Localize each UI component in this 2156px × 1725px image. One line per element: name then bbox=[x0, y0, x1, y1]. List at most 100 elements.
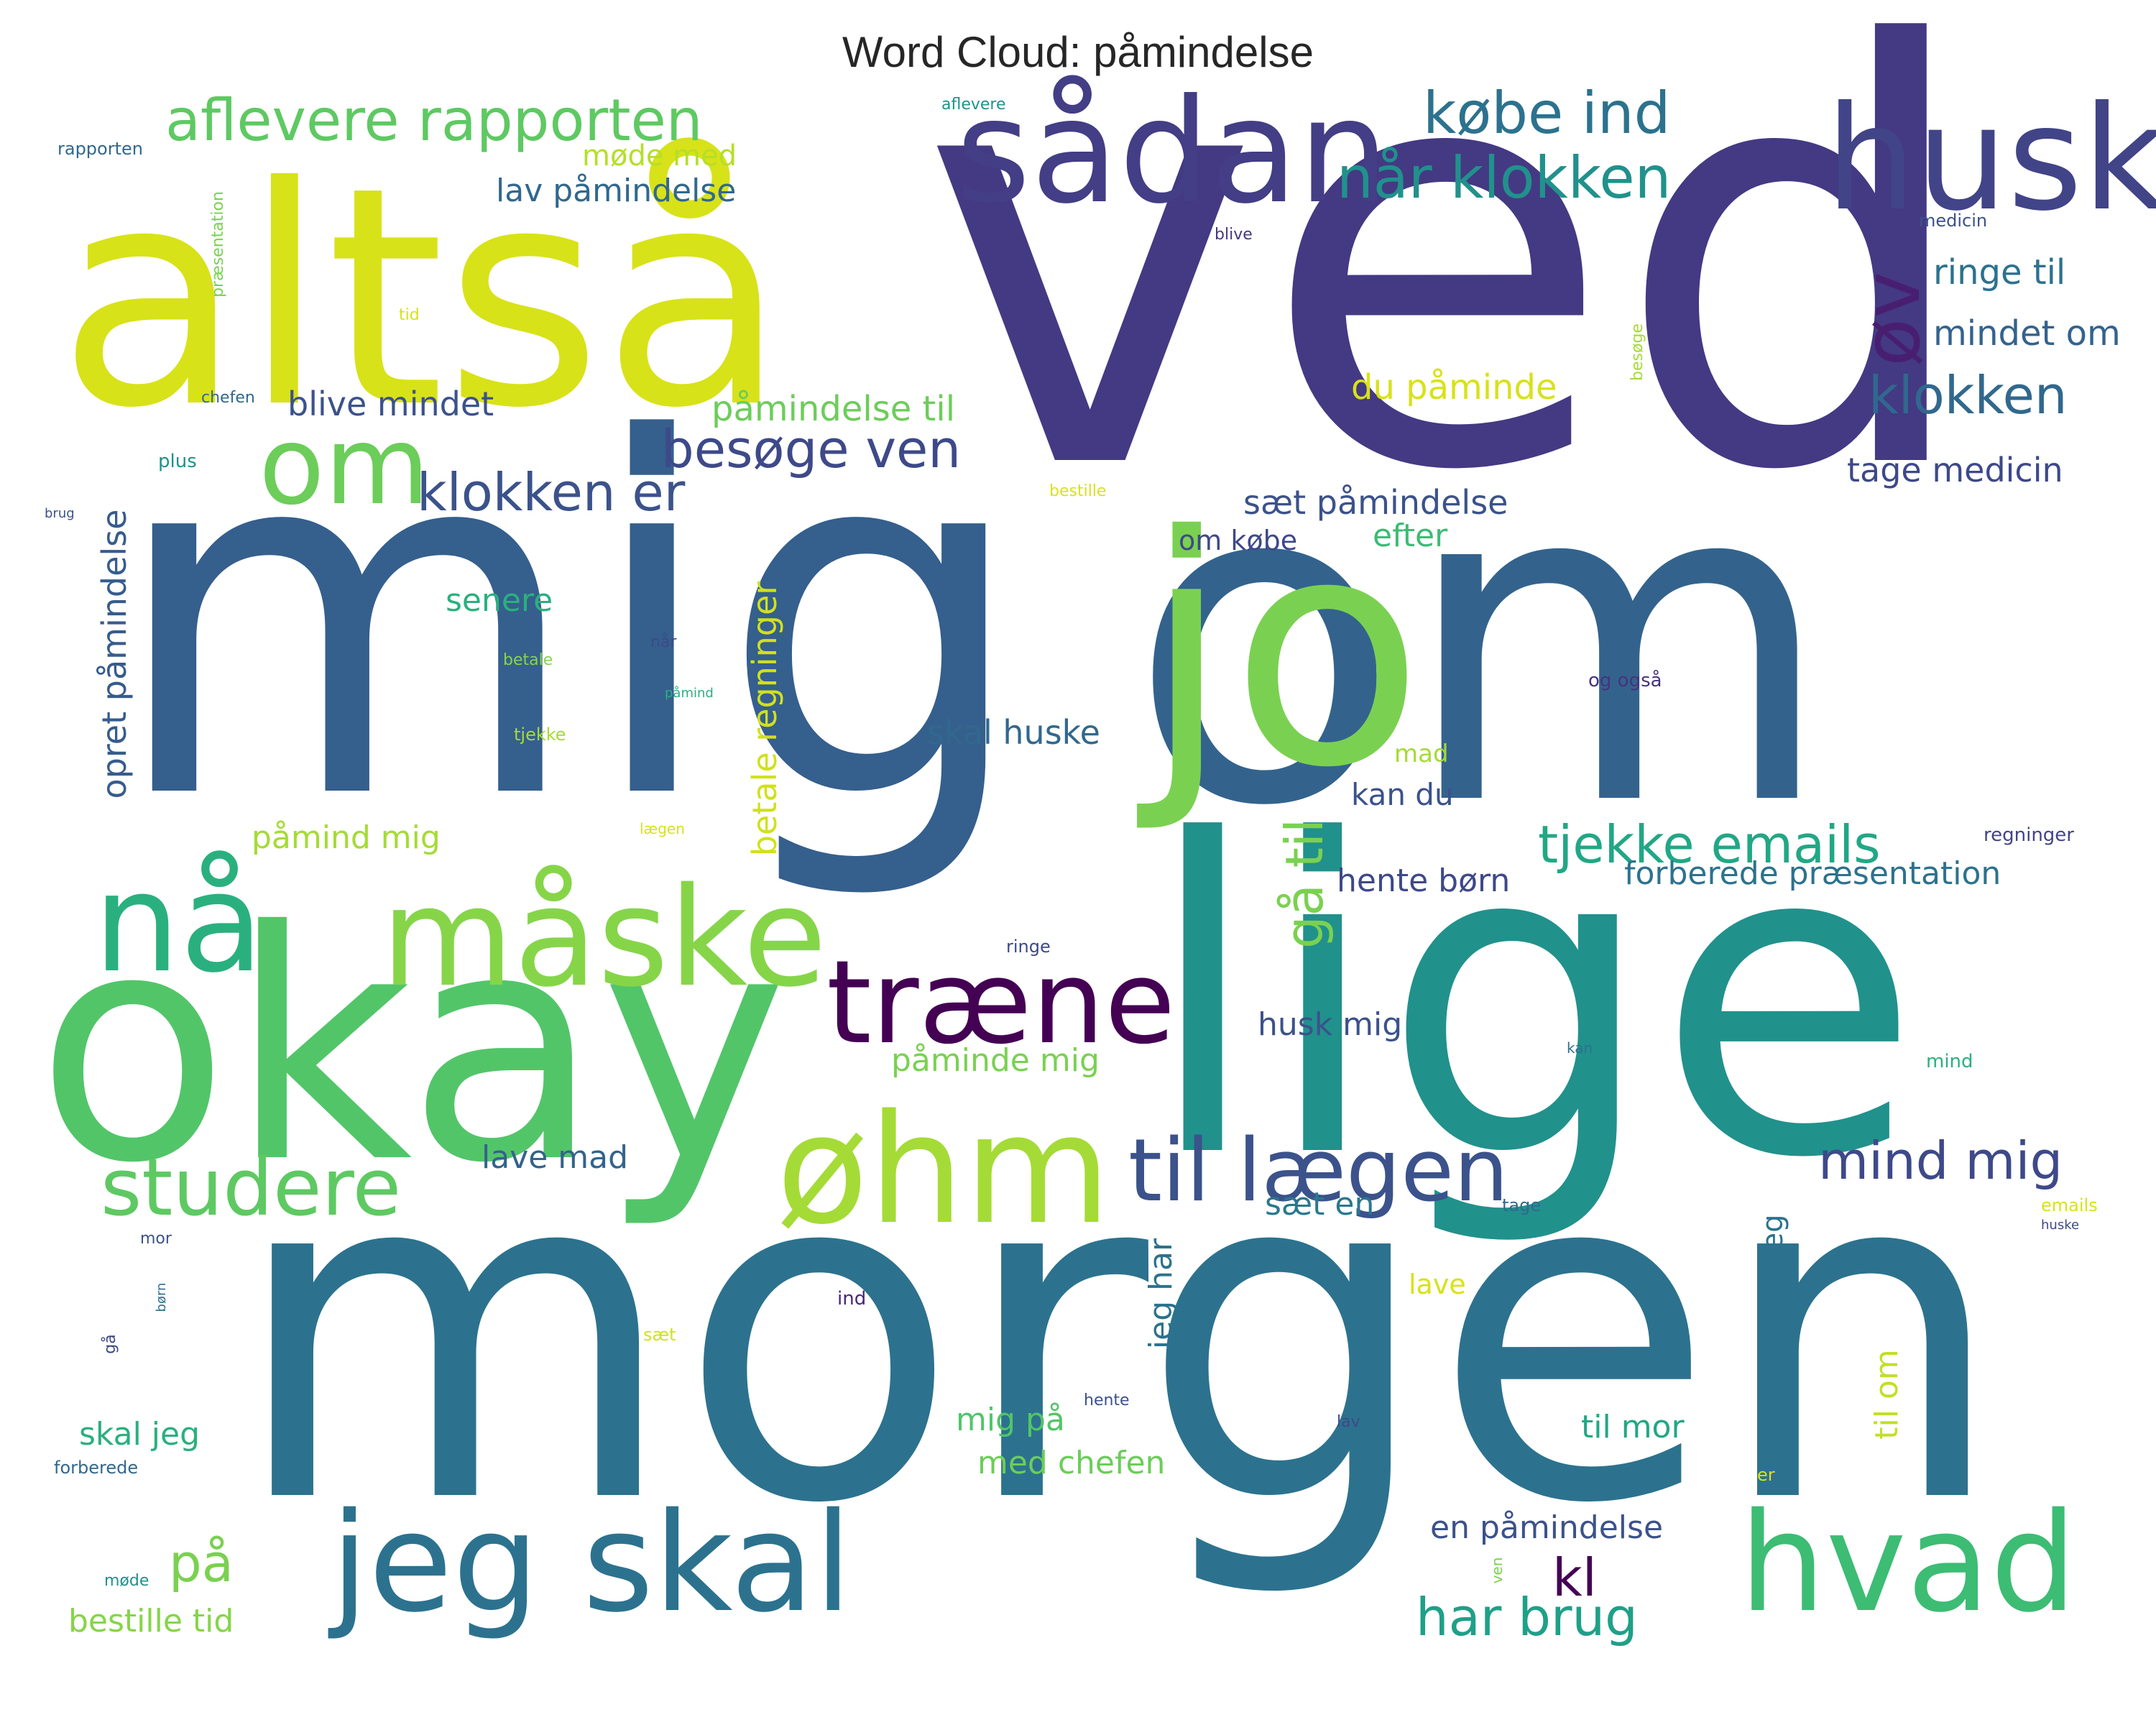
word-lægen: lægen bbox=[640, 820, 685, 837]
word-påmindelse-til: påmindelse til bbox=[711, 389, 955, 429]
word-påmind-mig: påmind mig bbox=[252, 819, 441, 856]
word-forberede-præsentation: forberede præsentation bbox=[1624, 855, 2001, 892]
word-tjekke: tjekke bbox=[514, 724, 566, 745]
word-besøge-ven: besøge ven bbox=[661, 419, 961, 479]
word-skal-huske: skal huske bbox=[927, 713, 1100, 752]
word-gå: gå bbox=[101, 1334, 119, 1353]
word-medicin: medicin bbox=[1919, 211, 1987, 231]
word-skal-jeg: skal jeg bbox=[79, 1416, 200, 1453]
word-forberede: forberede bbox=[54, 1458, 138, 1478]
chart-title: Word Cloud: påmindelse bbox=[842, 28, 1314, 76]
word-til-om: til om bbox=[1869, 1349, 1905, 1439]
word-om: om bbox=[1128, 385, 1835, 903]
word-mind-mig: mind mig bbox=[1818, 1131, 2063, 1191]
word-træne: træne bbox=[826, 935, 1175, 1070]
word-betale: betale bbox=[503, 651, 553, 669]
word-kan-du: kan du bbox=[1351, 777, 1454, 812]
word-nå: nå bbox=[93, 844, 264, 1003]
word-når: når bbox=[650, 632, 677, 651]
word-møde-med: møde med bbox=[582, 139, 737, 172]
word-ven: ven bbox=[1488, 1558, 1506, 1584]
word-opret-påmindelse: opret påmindelse bbox=[95, 510, 134, 799]
word-mig-på: mig på bbox=[956, 1402, 1065, 1438]
word-mor: mor bbox=[140, 1230, 172, 1248]
word-jeg-skal: jeg skal bbox=[328, 1484, 852, 1642]
word-om-2: om bbox=[259, 404, 430, 529]
word-brug: brug bbox=[45, 506, 75, 521]
word-har-brug: har brug bbox=[1416, 1587, 1638, 1647]
word-ind: ind bbox=[837, 1288, 866, 1310]
word-lige: lige bbox=[1143, 750, 1921, 1252]
word-plus: plus bbox=[158, 451, 197, 472]
word-på: på bbox=[169, 1533, 234, 1593]
word-købe-ind: købe ind bbox=[1423, 80, 1670, 147]
word-møde: møde bbox=[104, 1572, 149, 1590]
word-måske: måske bbox=[381, 858, 827, 1017]
word-sådan: sådan bbox=[956, 68, 1389, 236]
word-mad: mad bbox=[1394, 740, 1449, 768]
word-husk: husk bbox=[1825, 75, 2156, 243]
word-bestille-tid: bestille tid bbox=[68, 1603, 234, 1639]
word-ringe: ringe bbox=[1006, 937, 1051, 957]
word-en-påmindelse: en påmindelse bbox=[1430, 1509, 1663, 1546]
word-aflevere: aflevere bbox=[941, 96, 1006, 114]
word-regninger: regninger bbox=[1984, 824, 2074, 846]
word-om-købe: om købe bbox=[1179, 525, 1297, 556]
word-lav-påmindelse: lav påmindelse bbox=[496, 172, 736, 209]
word-studere: studere bbox=[101, 1141, 401, 1233]
word-når-klokken: når klokken bbox=[1337, 144, 1671, 211]
word-rapporten: rapporten bbox=[57, 139, 143, 159]
word-sæt-påmindelse: sæt påmindelse bbox=[1243, 483, 1508, 522]
word-sæt: sæt bbox=[643, 1325, 676, 1345]
word-husk-mig: husk mig bbox=[1258, 1006, 1402, 1043]
word-altså: altså bbox=[57, 123, 787, 474]
word-til-lægen: til lægen bbox=[1128, 1121, 1508, 1221]
word-jo: jo bbox=[1133, 469, 1424, 837]
word-du-påminde: du påminde bbox=[1351, 367, 1557, 408]
word-senere: senere bbox=[446, 582, 553, 619]
word-jeg-har: jeg har bbox=[1143, 1238, 1179, 1350]
word-sæt-en: sæt en bbox=[1265, 1186, 1374, 1223]
word-klokken: klokken bbox=[1869, 365, 2068, 426]
word-og-også: og også bbox=[1588, 669, 1662, 691]
word-okay: okay bbox=[36, 864, 788, 1232]
word-er: er bbox=[1757, 1465, 1775, 1485]
word-øhm: øhm bbox=[776, 1082, 1111, 1258]
word-chefen: chefen bbox=[201, 389, 255, 407]
word-klokken-er: klokken er bbox=[417, 462, 686, 523]
word-besøge: besøge bbox=[1628, 323, 1646, 381]
word-børn: børn bbox=[154, 1283, 169, 1312]
word-ringe-til: ringe til bbox=[1933, 252, 2065, 293]
word-påminde-mig: påminde mig bbox=[891, 1042, 1100, 1079]
word-lav: lav bbox=[1337, 1413, 1360, 1431]
word-mindet-om: mindet om bbox=[1933, 313, 2121, 354]
word-lave: lave bbox=[1409, 1269, 1466, 1300]
word-blive: blive bbox=[1215, 226, 1253, 244]
word-lave-mad: lave mad bbox=[482, 1139, 628, 1176]
word-tjekke-emails: tjekke emails bbox=[1538, 814, 1881, 875]
word-ved: ved bbox=[920, 0, 1978, 596]
word-gå-til: gå til bbox=[1274, 819, 1335, 949]
word-hvad: hvad bbox=[1739, 1484, 2077, 1642]
word-påmind: påmind bbox=[665, 686, 714, 701]
word-præsentation: præsentation bbox=[209, 191, 227, 298]
word-kl: kl bbox=[1552, 1547, 1597, 1608]
word-øv: øv bbox=[1846, 272, 1938, 367]
word-huske: huske bbox=[2041, 1218, 2079, 1233]
word-hente-børn: hente børn bbox=[1337, 862, 1510, 899]
word-emails: emails bbox=[2041, 1195, 2098, 1215]
word-mind: mind bbox=[1926, 1051, 1973, 1072]
word-til-mor: til mor bbox=[1581, 1409, 1685, 1445]
word-blive-mindet: blive mindet bbox=[287, 385, 494, 423]
word-hente: hente bbox=[1084, 1392, 1130, 1409]
word-tid: tid bbox=[399, 306, 420, 324]
word-aflevere-rapporten: aflevere rapporten bbox=[165, 87, 703, 154]
word-tage: tage bbox=[1502, 1195, 1541, 1215]
word-bestille: bestille bbox=[1049, 482, 1106, 500]
word-betale-regninger: betale regninger bbox=[745, 581, 784, 856]
word-kan: kan bbox=[1567, 1039, 1593, 1057]
word-tage-medicin: tage medicin bbox=[1847, 451, 2063, 489]
word-med-chefen: med chefen bbox=[977, 1445, 1165, 1481]
word-morgen: morgen bbox=[230, 1068, 2007, 1604]
